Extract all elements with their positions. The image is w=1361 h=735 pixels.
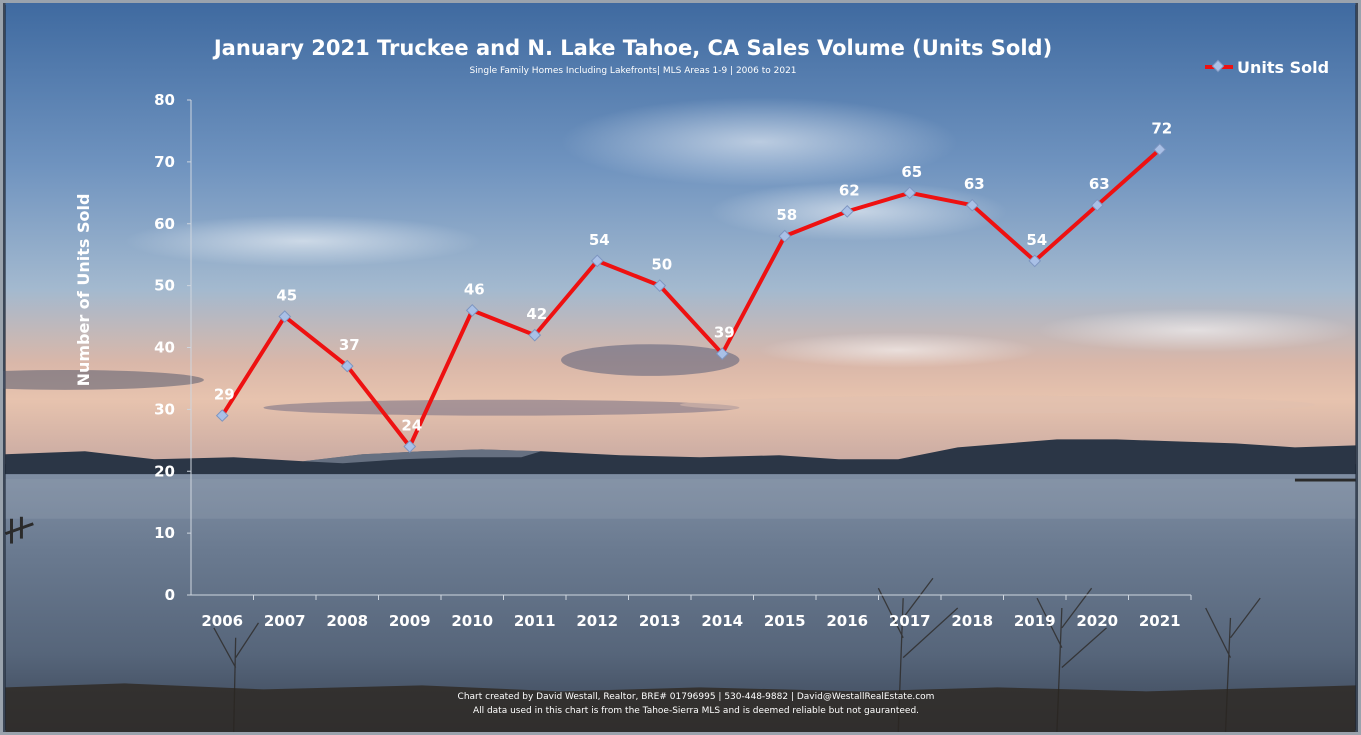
x-tick-label: 2009 bbox=[389, 612, 431, 630]
x-tick-label: 2015 bbox=[764, 612, 806, 630]
y-tick-label: 60 bbox=[154, 215, 175, 233]
x-tick-label: 2013 bbox=[639, 612, 681, 630]
x-tick-label: 2016 bbox=[826, 612, 868, 630]
x-tick-label: 2018 bbox=[951, 612, 993, 630]
data-point bbox=[653, 279, 667, 292]
x-tick-label: 2006 bbox=[201, 612, 243, 630]
footer-credit: Chart created by David Westall, Realtor,… bbox=[458, 692, 935, 702]
data-label: 63 bbox=[1089, 175, 1110, 193]
cloud bbox=[560, 344, 740, 376]
x-tick-label: 2019 bbox=[1014, 612, 1056, 630]
cloud bbox=[759, 332, 1038, 368]
data-label: 42 bbox=[526, 305, 547, 323]
data-label: 29 bbox=[214, 386, 235, 404]
chart-subtitle: Single Family Homes Including Lakefronts… bbox=[469, 66, 796, 76]
cloud bbox=[3, 369, 204, 390]
cloud bbox=[124, 215, 482, 267]
pier bbox=[5, 478, 1356, 544]
data-point bbox=[778, 229, 792, 243]
data-label: 39 bbox=[714, 324, 735, 342]
chart-title: January 2021 Truckee and N. Lake Tahoe, … bbox=[212, 36, 1052, 60]
data-point bbox=[465, 304, 479, 317]
data-point bbox=[590, 254, 604, 268]
y-tick-label: 30 bbox=[154, 400, 175, 418]
data-point bbox=[965, 198, 979, 212]
y-tick-label: 10 bbox=[154, 524, 175, 542]
legend: Units Sold bbox=[1205, 58, 1329, 77]
data-label: 54 bbox=[589, 231, 610, 249]
data-point bbox=[215, 409, 229, 422]
data-label: 46 bbox=[464, 280, 485, 298]
x-tick-label: 2014 bbox=[701, 612, 743, 630]
data-label: 62 bbox=[839, 181, 860, 199]
data-label: 58 bbox=[776, 206, 797, 224]
data-point bbox=[278, 310, 292, 323]
x-tick-label: 2008 bbox=[326, 612, 368, 630]
x-tick-label: 2020 bbox=[1076, 612, 1118, 630]
mountain-range bbox=[5, 439, 1356, 478]
data-point bbox=[528, 328, 542, 342]
data-point bbox=[403, 440, 417, 453]
data-label: 63 bbox=[964, 175, 985, 193]
series-line bbox=[220, 148, 1162, 449]
data-label: 54 bbox=[1026, 231, 1047, 249]
data-label: 37 bbox=[339, 336, 360, 354]
x-tick-label: 2011 bbox=[514, 612, 556, 630]
x-tick-label: 2017 bbox=[889, 612, 931, 630]
cloud bbox=[1037, 308, 1355, 353]
series-units-sold: 29 45 37 24 46 42 54 50 39 58 62 65 63 54 63 72 bbox=[214, 120, 1172, 453]
data-label: 65 bbox=[901, 163, 922, 181]
cloud bbox=[680, 395, 1315, 414]
y-axis-ticks: 0 10 20 30 40 50 60 70 80 bbox=[154, 91, 191, 604]
x-axis-ticks: 2006 2007 2008 2009 2010 2011 2012 2013 2014 2015… bbox=[201, 595, 1192, 630]
y-tick-label: 40 bbox=[154, 339, 175, 357]
cloud bbox=[560, 97, 958, 187]
legend-marker bbox=[1211, 59, 1225, 73]
lake-tahoe-background bbox=[3, 3, 1356, 732]
lake-reflection bbox=[5, 479, 1356, 519]
footer-disclaimer: All data used in this chart is from the … bbox=[473, 706, 919, 716]
data-label: 72 bbox=[1151, 120, 1172, 138]
y-tick-label: 0 bbox=[165, 586, 175, 604]
y-tick-label: 20 bbox=[154, 462, 175, 480]
data-label: 24 bbox=[401, 417, 422, 435]
bare-trees bbox=[213, 577, 1261, 732]
data-point bbox=[340, 359, 354, 373]
data-label: 50 bbox=[651, 256, 672, 274]
y-tick-label: 50 bbox=[154, 277, 175, 295]
y-tick-label: 80 bbox=[154, 91, 175, 109]
y-tick-label: 70 bbox=[154, 153, 175, 171]
x-tick-label: 2010 bbox=[451, 612, 493, 630]
data-point bbox=[903, 186, 917, 200]
mountain-snow bbox=[303, 449, 542, 464]
data-point bbox=[1090, 198, 1104, 212]
data-label: 45 bbox=[276, 287, 297, 305]
data-point bbox=[1028, 254, 1042, 268]
x-tick-label: 2012 bbox=[576, 612, 618, 630]
data-point bbox=[840, 205, 854, 218]
legend-label: Units Sold bbox=[1237, 58, 1329, 77]
shoreline-rocks bbox=[5, 683, 1356, 732]
y-axis-label: Number of Units Sold bbox=[74, 194, 93, 387]
data-point bbox=[715, 347, 729, 361]
x-tick-label: 2007 bbox=[264, 612, 306, 630]
data-point bbox=[1153, 143, 1167, 156]
x-tick-label: 2021 bbox=[1139, 612, 1181, 630]
units-sold-chart: January 2021 Truckee and N. Lake Tahoe, … bbox=[74, 36, 1329, 716]
